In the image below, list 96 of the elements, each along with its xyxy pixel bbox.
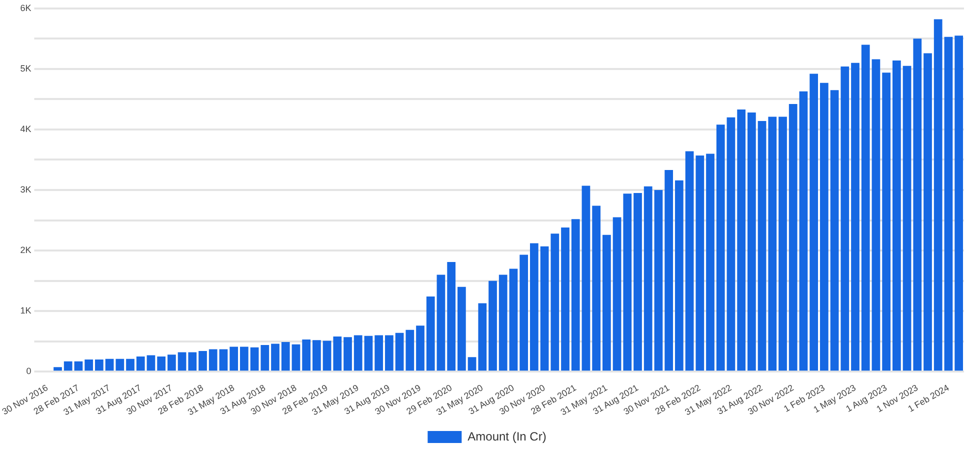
bar xyxy=(354,335,362,371)
bar xyxy=(240,346,248,371)
bar xyxy=(612,217,622,371)
bar xyxy=(292,344,300,371)
bar xyxy=(840,66,850,371)
bar xyxy=(851,62,860,371)
bar xyxy=(924,53,932,371)
bar xyxy=(126,358,134,371)
bar xyxy=(644,186,652,371)
bar xyxy=(561,228,570,371)
bar xyxy=(944,36,953,371)
bar xyxy=(146,355,156,371)
bar xyxy=(271,344,280,371)
bar xyxy=(902,66,912,371)
bar xyxy=(509,268,518,371)
bar xyxy=(168,354,176,371)
bar xyxy=(302,340,311,371)
bar xyxy=(726,117,736,371)
bar xyxy=(954,36,964,371)
y-tick-label: 5K xyxy=(20,63,32,74)
bar xyxy=(748,112,756,371)
bar xyxy=(468,357,476,371)
bar xyxy=(95,360,104,371)
bar xyxy=(882,72,891,371)
bar xyxy=(478,303,487,371)
bar xyxy=(706,154,714,371)
bar xyxy=(416,326,424,371)
bar xyxy=(696,156,704,371)
y-tick-label: 0 xyxy=(26,366,32,376)
bar xyxy=(716,124,725,371)
bar xyxy=(758,121,766,371)
bar xyxy=(64,361,72,371)
bar xyxy=(260,344,270,371)
bar xyxy=(188,352,197,371)
bar xyxy=(520,254,528,371)
bar xyxy=(322,340,332,371)
bar xyxy=(488,280,497,371)
bar xyxy=(157,356,166,371)
bar xyxy=(654,190,663,371)
bar xyxy=(592,206,601,371)
bar xyxy=(892,60,901,371)
bar xyxy=(913,38,922,371)
bar xyxy=(530,243,538,371)
bar xyxy=(333,336,342,371)
bar xyxy=(934,19,942,371)
bar xyxy=(602,234,611,371)
bar xyxy=(737,110,746,371)
bar xyxy=(820,82,828,371)
bar xyxy=(623,194,632,371)
bar xyxy=(312,340,321,371)
bar xyxy=(788,104,798,371)
bar xyxy=(550,234,560,371)
bar xyxy=(799,91,808,371)
bar xyxy=(675,180,684,371)
bar xyxy=(685,151,694,371)
bar xyxy=(281,342,290,371)
bar xyxy=(582,186,590,371)
bar xyxy=(830,90,839,371)
bar xyxy=(778,116,787,371)
bar xyxy=(54,367,62,371)
bar xyxy=(664,170,674,371)
y-tick-label: 2K xyxy=(20,245,32,256)
legend-label: Amount (In Cr) xyxy=(468,429,546,444)
y-tick-label: 4K xyxy=(20,124,32,134)
bar xyxy=(105,358,114,371)
bar xyxy=(498,274,508,371)
bar xyxy=(374,335,384,371)
y-tick-label: 3K xyxy=(20,184,32,194)
bar xyxy=(634,193,642,371)
bar xyxy=(364,336,373,371)
bar xyxy=(250,347,259,371)
bar xyxy=(810,74,818,371)
bar xyxy=(385,335,394,371)
bar xyxy=(872,59,880,371)
bar xyxy=(208,349,218,371)
bar xyxy=(768,116,777,371)
bar xyxy=(426,296,435,371)
bar xyxy=(861,44,870,371)
bar xyxy=(178,352,186,371)
bar xyxy=(447,262,456,371)
bar xyxy=(84,360,94,371)
bar xyxy=(230,346,238,371)
bar xyxy=(344,337,352,371)
bar xyxy=(136,356,145,371)
bar xyxy=(540,246,549,371)
y-tick-label: 6K xyxy=(20,2,32,13)
bar xyxy=(571,219,580,371)
bar xyxy=(395,332,404,371)
bar xyxy=(436,274,446,371)
y-tick-label: 1K xyxy=(20,306,32,316)
bar xyxy=(219,349,228,371)
bar xyxy=(74,361,83,371)
bar xyxy=(198,351,207,371)
bar xyxy=(458,286,466,371)
bar xyxy=(116,358,124,371)
bar xyxy=(406,330,414,371)
